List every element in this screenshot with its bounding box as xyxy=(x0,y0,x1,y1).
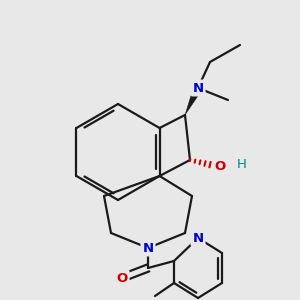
Text: N: N xyxy=(192,232,204,244)
Text: O: O xyxy=(214,160,226,173)
Text: H: H xyxy=(237,158,247,172)
Polygon shape xyxy=(185,86,202,115)
Text: N: N xyxy=(142,242,154,254)
Text: N: N xyxy=(192,82,204,94)
Text: O: O xyxy=(116,272,128,284)
